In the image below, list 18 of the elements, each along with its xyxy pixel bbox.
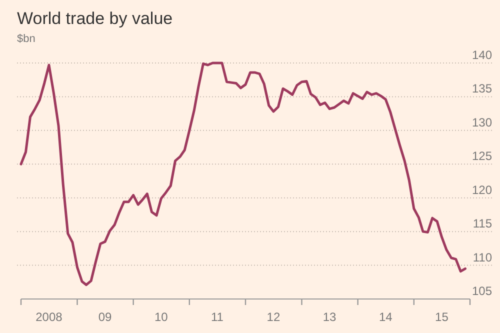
y-tick-label: 120: [472, 182, 492, 197]
x-tick-label: 11: [210, 310, 224, 324]
x-tick-label: 2008: [36, 310, 63, 324]
chart-subtitle: $bn: [17, 33, 36, 45]
chart-title: World trade by value: [17, 9, 173, 28]
y-tick-label: 135: [472, 82, 492, 96]
y-tick-label: 125: [472, 149, 492, 164]
y-tick-label: 105: [472, 284, 492, 298]
x-tick-label: 09: [98, 310, 112, 324]
x-tick-label: 12: [266, 310, 280, 324]
x-tick-label: 10: [154, 310, 168, 324]
y-tick-label: 110: [472, 250, 492, 264]
y-tick-label: 115: [472, 216, 492, 231]
x-tick-label: 14: [378, 310, 393, 324]
y-tick-label: 130: [472, 115, 492, 130]
x-tick-label: 15: [435, 310, 449, 324]
y-tick-label: 140: [472, 48, 492, 62]
x-tick-label: 13: [322, 310, 337, 324]
